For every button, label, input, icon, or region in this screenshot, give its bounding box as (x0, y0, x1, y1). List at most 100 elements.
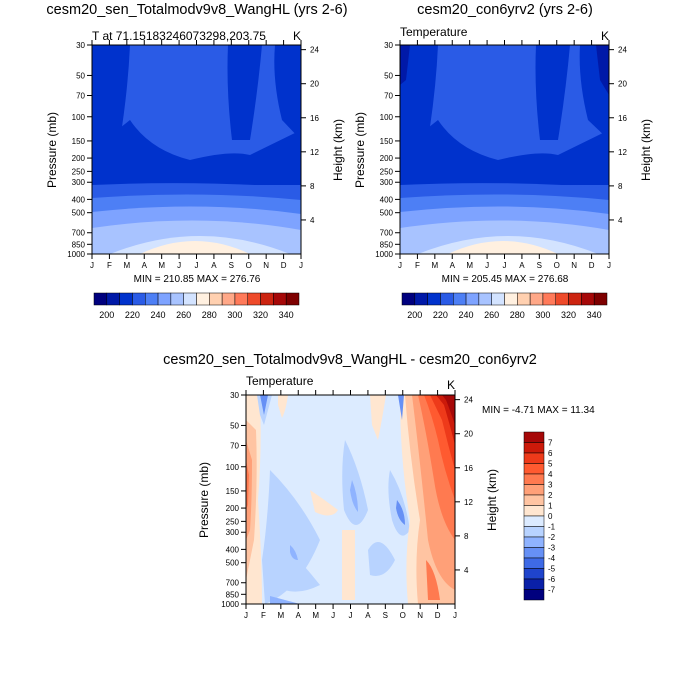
y-tick-label: 30 (230, 391, 239, 400)
panel-2-stats: MIN = 205.45 MAX = 276.68 (442, 274, 569, 285)
colorbar-swatch (157, 292, 172, 306)
colorbar-label: 300 (535, 310, 550, 320)
y-tick-right-label: 16 (618, 114, 627, 123)
x-tick-label: M (466, 261, 473, 270)
y-tick-label: 700 (380, 229, 394, 238)
colorbar-swatch (260, 292, 274, 306)
colorbar-swatch (453, 292, 467, 306)
colorbar-swatch (170, 292, 184, 306)
y-tick-label: 850 (226, 590, 240, 599)
panel-1-ylabel: Pressure (mb) (45, 112, 59, 188)
colorbar-swatch (523, 452, 545, 464)
x-tick-label: A (450, 261, 456, 270)
colorbar-swatch (221, 292, 236, 306)
y-tick-label: 400 (380, 195, 394, 204)
y-tick-right-label: 8 (464, 532, 469, 541)
colorbar-swatch (523, 463, 545, 475)
x-tick-label: J (177, 261, 181, 270)
colorbar-swatch (523, 484, 545, 496)
x-tick-label: M (158, 261, 165, 270)
panel-3-colorbar: 76 54 32 10 -1-2 -3-4 -5-6 -7 (523, 431, 556, 601)
colorbar-swatch (273, 292, 287, 306)
y-tick-right-label: 12 (464, 498, 473, 507)
y-tick-label: 700 (72, 229, 86, 238)
panel-2-colorbar: 200 220 240 260 280 300 320 340 (401, 292, 608, 320)
colorbar-label: -3 (548, 544, 556, 553)
colorbar-label: 260 (484, 310, 499, 320)
y-tick-label: 150 (380, 137, 394, 146)
colorbar-label: 240 (151, 310, 166, 320)
x-tick-label: S (537, 261, 542, 270)
y-tick-label: 1000 (67, 250, 85, 259)
panel-1-stats: MIN = 210.85 MAX = 276.76 (134, 274, 261, 285)
y-tick-label: 300 (380, 178, 394, 187)
panel-3-contour-field (246, 395, 455, 604)
x-tick-label: J (398, 261, 402, 270)
colorbar-swatch (196, 292, 210, 306)
y-tick-right-label: 24 (464, 396, 473, 405)
x-tick-label: M (277, 611, 284, 620)
colorbar-swatch (529, 292, 544, 306)
y-tick-label: 400 (72, 195, 86, 204)
panel-2-right-label: K (601, 29, 609, 43)
y-tick-label: 50 (230, 421, 239, 430)
y-tick-label: 150 (226, 487, 240, 496)
colorbar-swatch (523, 431, 545, 443)
x-tick-label: J (349, 611, 353, 620)
colorbar-label: -2 (548, 533, 556, 542)
colorbar-swatch (285, 292, 300, 306)
colorbar-swatch (542, 292, 556, 306)
colorbar-label: -1 (548, 523, 556, 532)
colorbar-label: 240 (459, 310, 474, 320)
colorbar-swatch (234, 292, 248, 306)
colorbar-label: 5 (548, 460, 553, 469)
panel-3-right-label: K (447, 378, 455, 392)
colorbar-swatch (106, 292, 120, 306)
x-tick-label: J (485, 261, 489, 270)
colorbar-label: 300 (227, 310, 242, 320)
colorbar-swatch (555, 292, 569, 306)
y-tick-label: 30 (384, 41, 393, 50)
panel-2-title: cesm20_con6yrv2 (yrs 2-6) (417, 2, 593, 18)
y-tick-label: 150 (72, 137, 86, 146)
x-tick-label: F (261, 611, 266, 620)
colorbar-label: 220 (125, 310, 140, 320)
panel-1-title: cesm20_sen_Totalmodv9v8_WangHL (yrs 2-6) (46, 2, 347, 18)
colorbar-label: 220 (433, 310, 448, 320)
colorbar-swatch (183, 292, 197, 306)
panel-1-axes: J F M A M J J A S O N D J 30 50 70 100 150 200 250 300 400 500… (67, 40, 319, 270)
panel-2-axes: J F M A M J J A S O N D J 30 50 70 100 150 200 250 300 400 500… (375, 40, 627, 270)
x-tick-label: J (607, 261, 611, 270)
y-tick-label: 500 (380, 209, 394, 218)
colorbar-label: -5 (548, 565, 556, 574)
colorbar-swatch (209, 292, 223, 306)
x-tick-label: M (312, 611, 319, 620)
colorbar-swatch (523, 547, 545, 559)
colorbar-swatch (581, 292, 595, 306)
x-tick-label: J (244, 611, 248, 620)
y-tick-label: 100 (226, 463, 240, 472)
colorbar-label: 4 (548, 470, 553, 479)
panel-2-left-label: Temperature (400, 25, 468, 39)
x-tick-label: O (554, 261, 560, 270)
x-tick-label: O (400, 611, 406, 620)
panel-2-ylabel-right: Height (km) (639, 119, 653, 181)
colorbar-swatch (427, 292, 441, 306)
colorbar-label: 280 (510, 310, 525, 320)
y-tick-label: 250 (226, 517, 240, 526)
y-tick-label: 200 (226, 504, 240, 513)
panel-2: cesm20_con6yrv2 (yrs 2-6) Temperature K … (353, 2, 653, 320)
colorbar-label: 1 (548, 502, 553, 511)
y-tick-right-label: 20 (310, 80, 319, 89)
y-tick-label: 400 (226, 545, 240, 554)
colorbar-label: 200 (407, 310, 422, 320)
colorbar-label: 0 (548, 512, 553, 521)
colorbar-label: -6 (548, 575, 556, 584)
panel-3-left-label: Temperature (246, 374, 314, 388)
y-tick-label: 850 (72, 240, 86, 249)
colorbar-label: 200 (99, 310, 114, 320)
colorbar-swatch (478, 292, 492, 306)
y-tick-label: 500 (72, 209, 86, 218)
x-tick-label: A (211, 261, 217, 270)
